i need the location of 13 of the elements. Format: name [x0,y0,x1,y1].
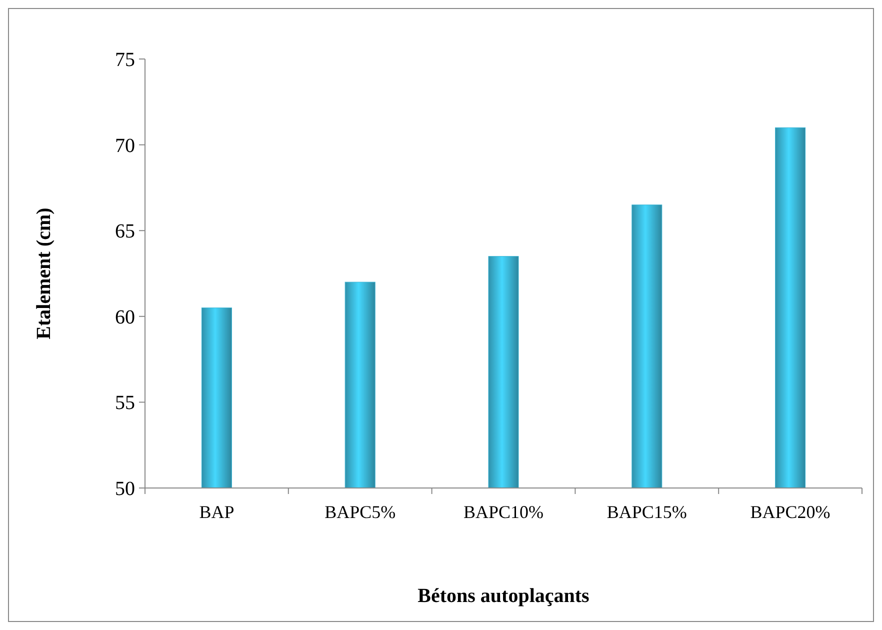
x-tick-label: BAPC15% [606,502,687,522]
x-tick-label: BAP [199,502,234,522]
y-tick-label: 75 [115,49,135,71]
y-axis-title: Etalement (cm) [33,208,55,340]
x-axis-title: Bétons autoplaçants [418,585,590,607]
y-tick-label: 60 [115,306,135,328]
x-tick-label: BAPC10% [463,502,544,522]
x-tick-label: BAPC20% [750,502,830,522]
y-tick-label: 55 [115,392,135,414]
y-tick-label: 65 [115,220,135,243]
y-tick-label: 50 [115,478,135,500]
y-tick-label: 70 [115,134,135,157]
x-tick-label: BAPC5% [324,502,396,522]
